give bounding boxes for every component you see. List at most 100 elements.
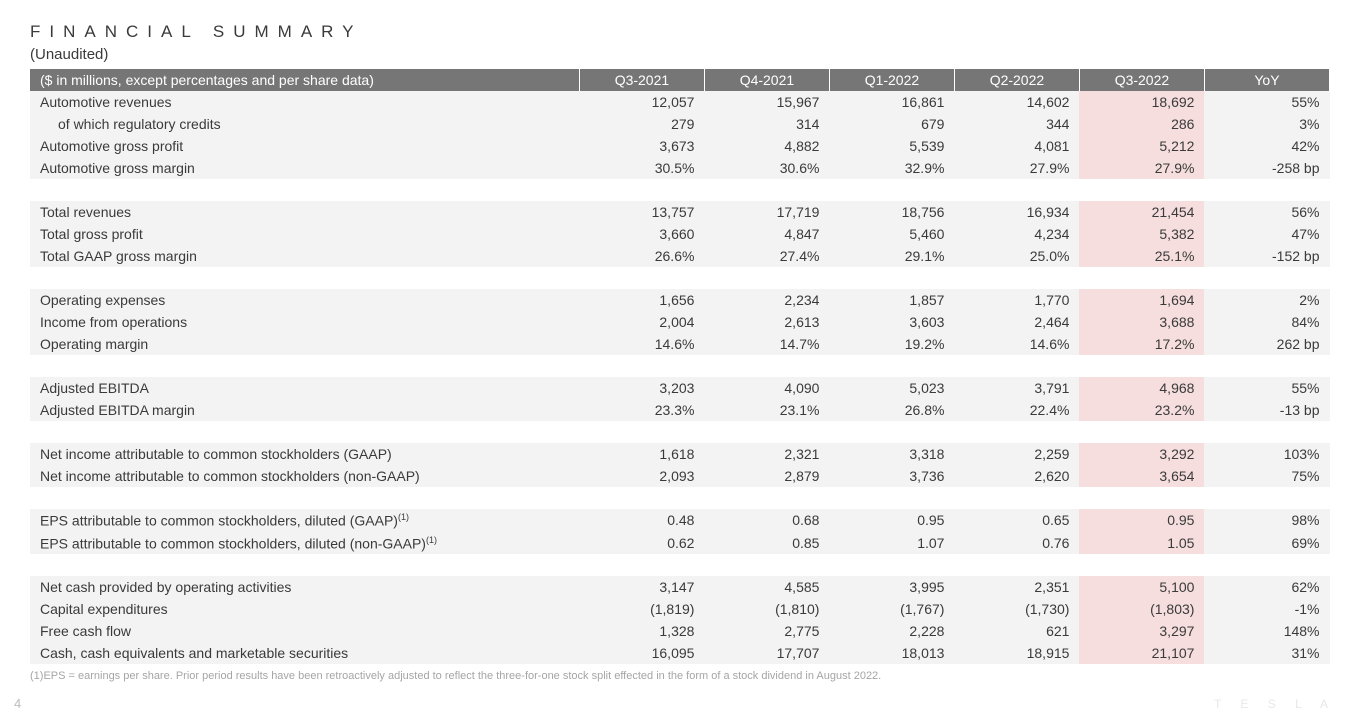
cell: 2,613 [704,311,829,333]
table-row: Cash, cash equivalents and marketable se… [30,642,1330,664]
cell: -1% [1204,598,1329,620]
cell: 25.1% [1079,245,1204,267]
cell: 0.65 [954,509,1079,532]
table-row: Total GAAP gross margin26.6%27.4%29.1%25… [30,245,1330,267]
table-row: EPS attributable to common stockholders,… [30,509,1330,532]
row-label: Operating expenses [30,289,579,311]
cell: 14.7% [704,333,829,355]
cell: 16,095 [579,642,704,664]
col-header: Q3-2021 [579,69,704,91]
cell: 14.6% [579,333,704,355]
table-row: Automotive revenues12,05715,96716,86114,… [30,91,1330,113]
cell: 14,602 [954,91,1079,113]
cell: 27.9% [954,157,1079,179]
row-label: Income from operations [30,311,579,333]
row-label: Adjusted EBITDA [30,377,579,399]
col-header: YoY [1204,69,1329,91]
cell: 2,234 [704,289,829,311]
table-header: ($ in millions, except percentages and p… [30,69,1330,91]
table-body: Automotive revenues12,05715,96716,86114,… [30,91,1330,664]
cell: -152 bp [1204,245,1329,267]
cell: 98% [1204,509,1329,532]
spacer-row [30,421,1330,443]
page-number: 4 [14,696,21,711]
cell: 2,879 [704,465,829,487]
table-row: Net income attributable to common stockh… [30,465,1330,487]
table-row: Operating margin14.6%14.7%19.2%14.6%17.2… [30,333,1330,355]
cell: 17.2% [1079,333,1204,355]
cell: 30.5% [579,157,704,179]
cell: 262 bp [1204,333,1329,355]
cell: 0.68 [704,509,829,532]
col-header: Q3-2022 [1079,69,1204,91]
cell: 4,234 [954,223,1079,245]
col-header-label: ($ in millions, except percentages and p… [30,69,579,91]
cell: 16,934 [954,201,1079,223]
cell: 62% [1204,576,1329,598]
cell: 22.4% [954,399,1079,421]
cell: 3,736 [829,465,954,487]
row-label: of which regulatory credits [30,113,579,135]
table-row: Net cash provided by operating activitie… [30,576,1330,598]
cell: 5,100 [1079,576,1204,598]
cell: 56% [1204,201,1329,223]
cell: 84% [1204,311,1329,333]
cell: 1,857 [829,289,954,311]
cell: 3,660 [579,223,704,245]
cell: 1.05 [1079,532,1204,555]
cell: 1,694 [1079,289,1204,311]
row-label: Total gross profit [30,223,579,245]
cell: (1,810) [704,598,829,620]
cell: 14.6% [954,333,1079,355]
cell: 27.4% [704,245,829,267]
row-label: EPS attributable to common stockholders,… [30,532,579,555]
cell: 3,292 [1079,443,1204,465]
cell: 42% [1204,135,1329,157]
cell: 2,775 [704,620,829,642]
cell: 2,351 [954,576,1079,598]
cell: 3,203 [579,377,704,399]
cell: 286 [1079,113,1204,135]
row-label: Capital expenditures [30,598,579,620]
cell: 25.0% [954,245,1079,267]
cell: 3,147 [579,576,704,598]
cell: 3,318 [829,443,954,465]
cell: 5,539 [829,135,954,157]
cell: 5,023 [829,377,954,399]
financial-table: ($ in millions, except percentages and p… [30,69,1330,664]
cell: (1,803) [1079,598,1204,620]
cell: 69% [1204,532,1329,555]
cell: 0.48 [579,509,704,532]
cell: 2,620 [954,465,1079,487]
cell: 0.95 [1079,509,1204,532]
cell: 3% [1204,113,1329,135]
cell: 1.07 [829,532,954,555]
row-label: Net income attributable to common stockh… [30,465,579,487]
row-label: Automotive gross margin [30,157,579,179]
cell: 19.2% [829,333,954,355]
table-row: EPS attributable to common stockholders,… [30,532,1330,555]
cell: 0.95 [829,509,954,532]
col-header: Q4-2021 [704,69,829,91]
row-label: Total GAAP gross margin [30,245,579,267]
cell: 27.9% [1079,157,1204,179]
row-label: Net cash provided by operating activitie… [30,576,579,598]
cell: 148% [1204,620,1329,642]
cell: 5,382 [1079,223,1204,245]
cell: 621 [954,620,1079,642]
cell: 3,603 [829,311,954,333]
col-header: Q1-2022 [829,69,954,91]
cell: 5,460 [829,223,954,245]
cell: 314 [704,113,829,135]
cell: 4,090 [704,377,829,399]
spacer-row [30,554,1330,576]
col-header: Q2-2022 [954,69,1079,91]
cell: 0.62 [579,532,704,555]
cell: 2,259 [954,443,1079,465]
row-label: Automotive gross profit [30,135,579,157]
cell: 0.85 [704,532,829,555]
cell: 344 [954,113,1079,135]
row-label: Automotive revenues [30,91,579,113]
cell: 23.1% [704,399,829,421]
cell: 3,995 [829,576,954,598]
